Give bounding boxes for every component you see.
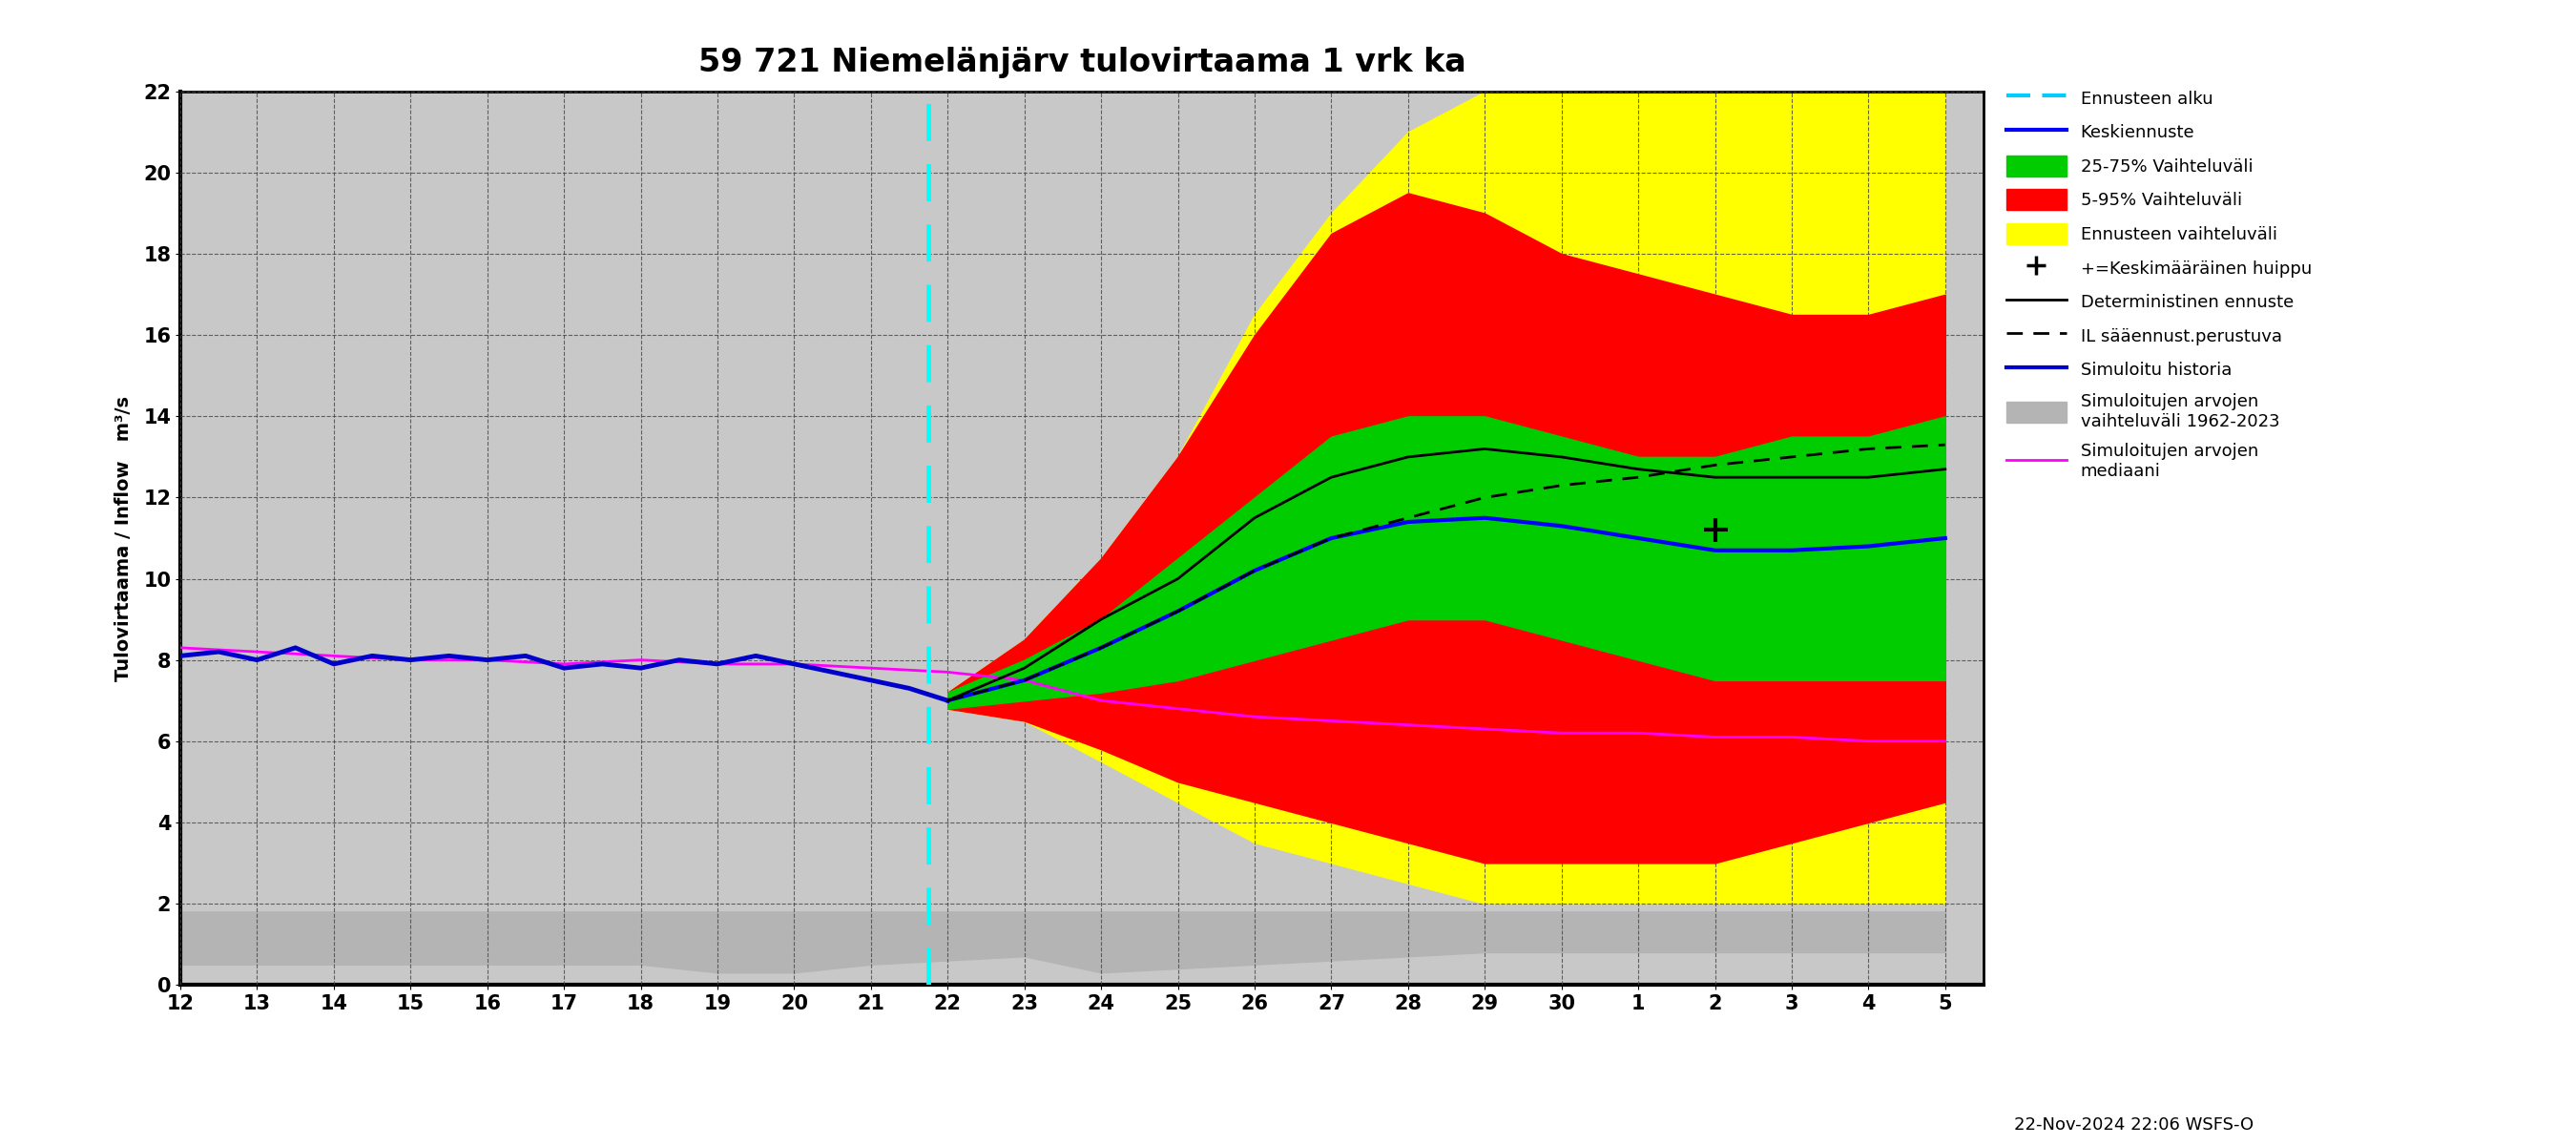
Text: 22-Nov-2024 22:06 WSFS-O: 22-Nov-2024 22:06 WSFS-O [2014, 1116, 2254, 1134]
Legend: Ennusteen alku, Keskiennuste, 25-75% Vaihteluväli, 5-95% Vaihteluväli, Ennusteen: Ennusteen alku, Keskiennuste, 25-75% Vai… [2002, 82, 2316, 485]
Title: 59 721 Niemelänjärv tulovirtaama 1 vrk ka: 59 721 Niemelänjärv tulovirtaama 1 vrk k… [698, 47, 1466, 78]
Y-axis label: Tulovirtaama / Inflow   m³/s: Tulovirtaama / Inflow m³/s [116, 395, 134, 681]
